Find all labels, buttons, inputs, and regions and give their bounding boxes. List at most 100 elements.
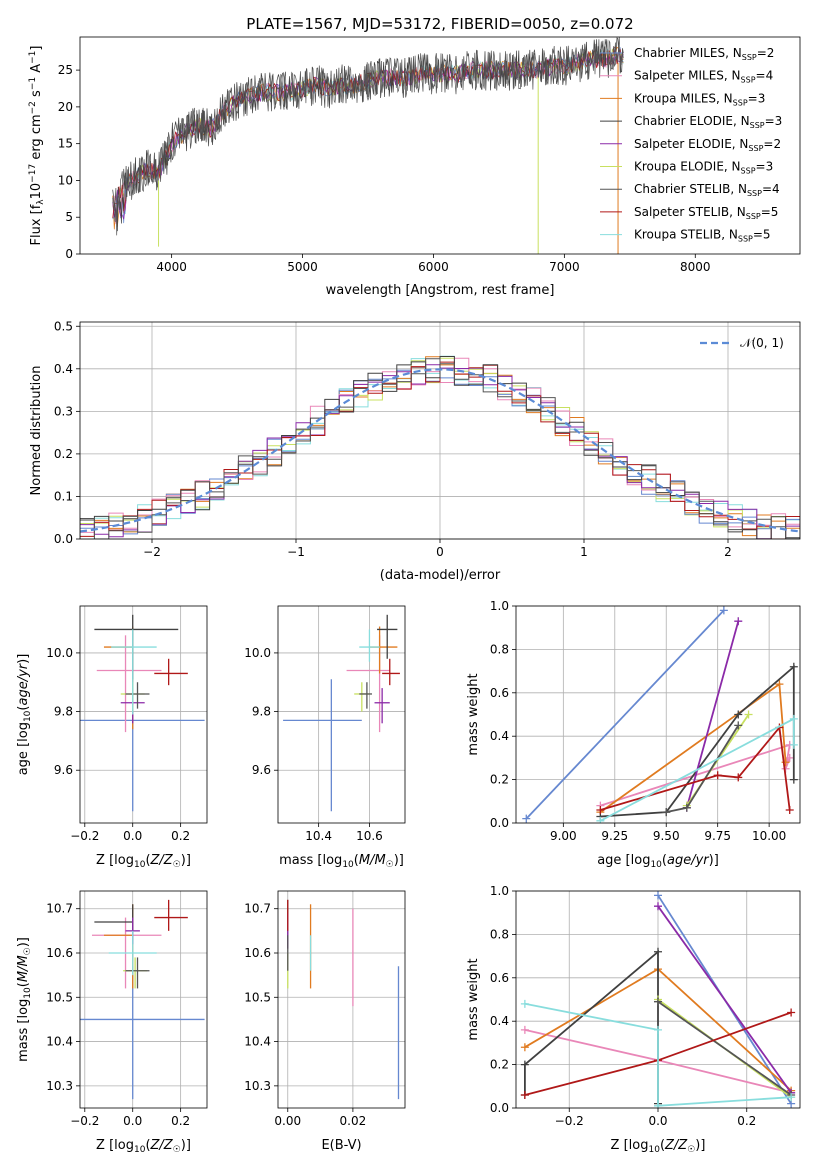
weight-line [599,717,795,822]
x-tick-label: 4000 [156,260,187,274]
weight-lines [522,606,798,823]
x-tick-label: 9.00 [550,829,577,843]
legend-label: Kroupa ELODIE, NSSP=3 [634,160,773,176]
legend-label: Salpeter MILES, NSSP=4 [634,69,773,85]
y-tick-label: 9.8 [252,705,271,719]
y-tick-label: 10.7 [46,902,73,916]
x-axis-label: (data-model)/error [380,568,501,583]
y-axis-label: mass weight [466,673,481,755]
panel-5: 9.00 9.25 9.50 9.75 10.00 0.0 0.2 0.4 0.6 0.8 1.0 [490,599,800,843]
x-tick-label: 8000 [680,260,711,274]
x-tick-label: 10.6 [356,829,383,843]
weight-line [524,1002,792,1107]
weight-marker [596,805,605,814]
y-tick-label: 1.0 [490,884,509,898]
x-tick-label: 2 [724,545,732,559]
histograms [80,355,800,539]
x-axis-label: wavelength [Angstrom, rest frame] [326,283,555,298]
x-tick-label: −0.2 [70,1114,99,1128]
weight-marker [520,1090,529,1099]
x-tick-label: 0.2 [171,1114,190,1128]
panel-frame-3 [79,605,208,824]
weight-marker [789,714,798,723]
y-tick-label: 10.5 [244,990,271,1004]
weight-line [657,1000,792,1096]
weight-line [600,725,791,811]
y-axis-label: mass [log10(M/M☉)] [16,937,33,1062]
y-tick-label: 0.2 [54,447,73,461]
weight-marker [654,997,662,1006]
x-tick-label: −2 [143,545,161,559]
x-axis-label: mass [log10(M/M☉)] [279,853,404,870]
legend-label: Kroupa MILES, NSSP=3 [634,91,765,107]
y-tick-label: 0.1 [54,489,73,503]
x-tick-label: 6000 [418,260,449,274]
legend-label: Salpeter ELODIE, NSSP=2 [634,137,781,153]
y-tick-label: 0.3 [54,404,73,418]
panel-frame-2 [79,321,801,540]
weight-line [599,682,787,813]
y-tick-label: 0.2 [490,773,509,787]
x-tick-label: 0.2 [737,1114,756,1128]
errorbars [80,899,205,1100]
weight-marker [787,1008,796,1017]
x-tick-label: −0.2 [70,829,99,843]
weight-marker [654,1025,662,1034]
spectrum-line [112,37,624,236]
x-tick-label: 0.0 [648,1114,667,1128]
errorbars [80,614,205,812]
chart-title: PLATE=1567, MJD=53172, FIBERID=0050, z=0… [246,15,633,33]
x-tick-label: 1 [580,545,588,559]
weight-marker [522,814,531,823]
errorbars [287,899,400,1100]
legend-gaussian-label: 𝒩(0, 1) [740,336,784,350]
x-axis-label: E(B-V) [321,1138,361,1153]
y-tick-label: 0.8 [490,642,509,656]
x-tick-label: 0.2 [171,829,190,843]
legend-label: Chabrier STELIB, NSSP=4 [634,182,780,198]
y-tick-label: 10.0 [244,646,271,660]
panel-3: −0.2 0.0 0.2 9.6 9.8 10.0 [46,606,207,843]
weight-marker [785,805,794,814]
y-tick-label: 0.0 [490,816,509,830]
weight-marker [789,740,798,749]
histogram-series [80,358,800,539]
weight-marker [682,803,691,812]
y-tick-label: 9.6 [252,763,271,777]
y-tick-label: 5 [65,210,73,224]
weight-marker [520,1025,529,1034]
x-tick-label: 9.75 [704,829,731,843]
weight-marker [520,1060,529,1069]
y-tick-label: 10.4 [46,1035,73,1049]
x-tick-label: 0.0 [123,829,142,843]
weight-marker [654,947,662,956]
y-axis-label: Normed distribution [29,366,44,496]
weight-line [657,905,792,1094]
y-tick-label: 10.6 [46,946,73,960]
panel-2: −2 −1 0 1 2 0.0 0.1 0.2 0.3 0.4 0.5 [54,319,800,559]
x-tick-label: 10.00 [752,829,786,843]
x-tick-label: 0.0 [123,1114,142,1128]
x-axis-label: Z [log10(Z/Z☉)] [611,1138,706,1155]
weight-marker [775,680,784,689]
y-tick-label: 0.6 [490,971,509,985]
y-tick-label: 0.5 [54,319,73,333]
panel-frame-6 [79,890,208,1109]
weight-marker [654,902,662,911]
x-axis-label: age [log10(age/yr)] [597,853,719,870]
weight-marker [734,773,743,782]
weight-marker [787,1093,796,1102]
panel-1: 4000 5000 6000 7000 8000 0 5 10 15 20 25 [58,63,711,274]
legend-label: Chabrier ELODIE, NSSP=3 [634,114,782,130]
y-axis-label: Flux [fλ10−17 erg cm−2 s−1 A−1] [28,46,46,246]
x-tick-label: 7000 [549,260,580,274]
x-tick-label: 0.02 [340,1114,367,1128]
weight-marker [789,662,798,671]
weight-marker [520,1043,529,1052]
weight-marker [654,1101,662,1108]
y-tick-label: 0.4 [490,1014,509,1028]
weight-marker [662,808,671,817]
panel-4: 10.4 10.6 9.6 9.8 10.0 [244,606,405,843]
y-tick-label: 0.6 [490,686,509,700]
